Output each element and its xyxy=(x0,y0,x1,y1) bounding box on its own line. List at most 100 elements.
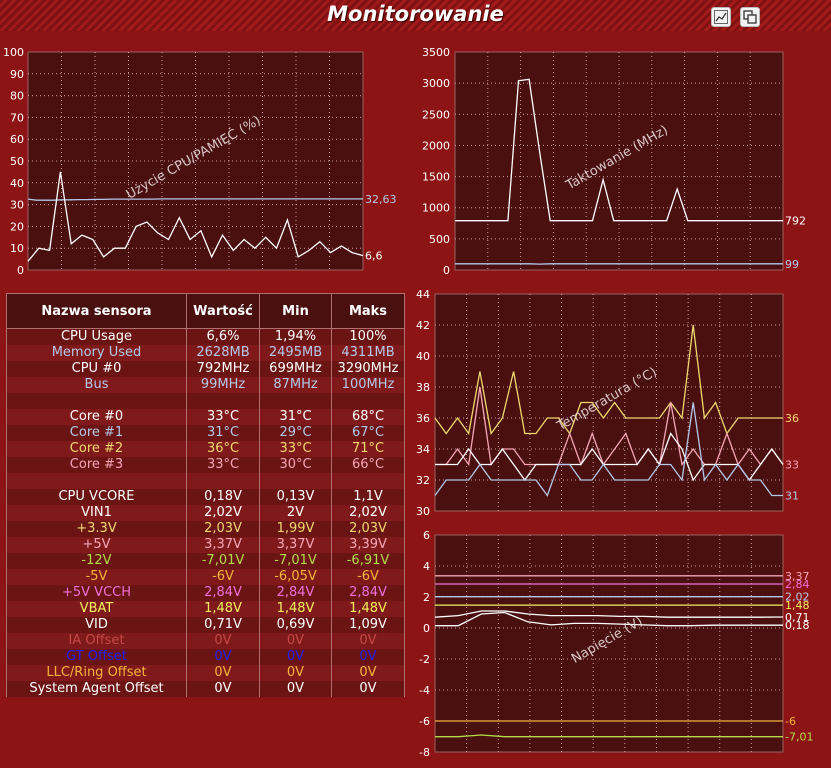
chart-line-button[interactable] xyxy=(711,7,731,27)
sensor-name: Core #1 xyxy=(6,425,187,441)
sensor-min: 0V xyxy=(259,665,332,681)
y-tick-label: 0 xyxy=(17,264,24,277)
y-tick-label: 2500 xyxy=(422,108,450,121)
sensor-name: Core #0 xyxy=(6,409,187,425)
y-tick-label: 60 xyxy=(10,133,24,146)
sensor-name: VBAT xyxy=(6,601,187,617)
sensor-min: 1,94% xyxy=(259,328,332,345)
series-line xyxy=(435,734,783,738)
sensor-value: 33°C xyxy=(186,457,260,473)
sensor-max: 2,84V xyxy=(331,585,405,601)
series-end-label: -6 xyxy=(785,715,796,728)
chart-line-icon xyxy=(714,10,728,24)
sensor-name: VID xyxy=(6,617,187,633)
sensor-max xyxy=(331,473,405,489)
sensor-value xyxy=(186,393,260,409)
sensor-row: VID 0,71V 0,69V 1,09V xyxy=(6,617,405,633)
series-end-label: 0,71 xyxy=(785,611,810,624)
y-tick-label: 2 xyxy=(423,591,430,604)
sensor-min: 0V xyxy=(259,649,332,665)
sensor-value: 0V xyxy=(186,681,260,697)
series-end-label: -7,01 xyxy=(785,731,813,744)
sensor-min: 0,13V xyxy=(259,489,332,505)
sensor-row: Core #1 31°C 29°C 67°C xyxy=(6,425,405,441)
series-end-label: 2,02 xyxy=(785,591,810,604)
series-end-label: 31 xyxy=(785,490,799,503)
sensor-row: VIN1 2,02V 2V 2,02V xyxy=(6,505,405,521)
sensor-value: 36°C xyxy=(186,441,260,457)
y-tick-label: 100 xyxy=(3,46,24,59)
sensor-row: -5V -6V -6,05V -6V xyxy=(6,569,405,585)
sensor-value: -7,01V xyxy=(186,553,260,569)
sensor-min: 3,37V xyxy=(259,537,332,553)
series-end-label: 33 xyxy=(785,459,799,472)
sensor-value: 33°C xyxy=(186,409,260,425)
sensor-value: 0,71V xyxy=(186,617,260,633)
sensor-max: 71°C xyxy=(331,441,405,457)
y-tick-label: 42 xyxy=(416,319,430,332)
y-tick-label: -2 xyxy=(419,653,430,666)
sensor-value xyxy=(186,473,260,489)
header-sensor-name: Nazwa sensora xyxy=(6,293,187,329)
sensor-row: CPU Usage 6,6% 1,94% 100% xyxy=(6,328,405,345)
sensor-name: CPU #0 xyxy=(6,361,187,377)
sensor-max: 66°C xyxy=(331,457,405,473)
sensor-row: Bus 99MHz 87MHz 100MHz xyxy=(6,377,405,393)
y-tick-label: 30 xyxy=(10,199,24,212)
window-restore-button[interactable] xyxy=(740,7,760,27)
chart-voltage: -8 -6 -4 -2 0 2 4 6 3,372,842,021,480,710,18 -6 -7… xyxy=(419,529,813,759)
sensor-min: 87MHz xyxy=(259,377,332,393)
sensor-max xyxy=(331,393,405,409)
sensor-max: 1,48V xyxy=(331,601,405,617)
y-tick-label: 6 xyxy=(423,529,430,542)
sensor-max: 1,1V xyxy=(331,489,405,505)
title-bar: Monitorowanie xyxy=(0,0,831,31)
series-end-label: 1,48 xyxy=(785,599,810,612)
sensor-min: 0V xyxy=(259,681,332,697)
sensor-max: 0V xyxy=(331,681,405,697)
sensor-max: 100% xyxy=(331,328,405,345)
y-tick-label: 70 xyxy=(10,111,24,124)
series-line xyxy=(434,324,783,436)
sensor-name: LLC/Ring Offset xyxy=(6,665,187,681)
y-tick-label: 40 xyxy=(416,350,430,363)
header-max: Maks xyxy=(331,293,405,329)
y-tick-label: -4 xyxy=(419,684,430,697)
sensor-max: 3290MHz xyxy=(331,361,405,377)
sensor-value: 0V xyxy=(186,633,260,649)
sensor-value: 99MHz xyxy=(186,377,260,393)
series-line xyxy=(27,198,363,201)
sensor-name: GT Offset xyxy=(6,649,187,665)
y-tick-label: 0 xyxy=(443,264,450,277)
y-tick-label: 36 xyxy=(416,412,430,425)
y-tick-label: 4 xyxy=(423,560,430,573)
sensor-name: CPU VCORE xyxy=(6,489,187,505)
sensor-value: 1,48V xyxy=(186,601,260,617)
sensor-name: Core #2 xyxy=(6,441,187,457)
y-tick-label: 38 xyxy=(416,381,430,394)
sensor-row: Memory Used 2628MB 2495MB 4311MB xyxy=(6,345,405,361)
y-tick-label: -8 xyxy=(419,746,430,759)
sensor-row: Core #0 33°C 31°C 68°C xyxy=(6,409,405,425)
sensor-table-header: Nazwa sensora Wartość Min Maks xyxy=(6,293,405,329)
series-line xyxy=(434,610,784,618)
chart-clock: 050010001500200025003000350079299Taktowa… xyxy=(422,46,806,277)
sensor-min: 2,84V xyxy=(259,585,332,601)
sensor-name xyxy=(6,393,187,409)
sensor-max: -6,91V xyxy=(331,553,405,569)
sensor-row: -12V -7,01V -7,01V -6,91V xyxy=(6,553,405,569)
sensor-max: 100MHz xyxy=(331,377,405,393)
sensor-row: GT Offset 0V 0V 0V xyxy=(6,649,405,665)
sensor-value: 0,18V xyxy=(186,489,260,505)
series-end-label: 99 xyxy=(785,258,799,271)
series-line xyxy=(434,402,783,497)
sensor-row: Core #2 36°C 33°C 71°C xyxy=(6,441,405,457)
sensor-name: IA Offset xyxy=(6,633,187,649)
y-tick-label: 500 xyxy=(429,233,450,246)
sensor-value: -6V xyxy=(186,569,260,585)
y-tick-label: 34 xyxy=(416,443,430,456)
sensor-row xyxy=(6,393,405,409)
sensor-row: System Agent Offset 0V 0V 0V xyxy=(6,681,405,697)
sensor-min: 0,69V xyxy=(259,617,332,633)
sensor-name: +5V xyxy=(6,537,187,553)
